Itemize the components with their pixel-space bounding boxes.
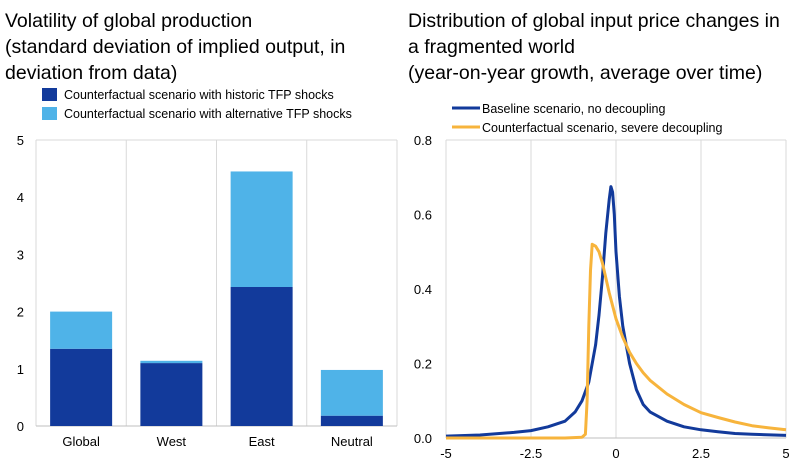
left-chart-title: Volatility of global production (standar… [5, 8, 345, 86]
legend-label: Counterfactual scenario, severe decoupli… [482, 121, 722, 135]
line-chart: 0.0 0.2 0.4 0.6 0.8 -5 -2.5 0 2.5 5 Baseline scena… [414, 102, 790, 461]
bar-x-tick-label: Global [62, 434, 100, 449]
baseline-series-line [445, 185, 787, 438]
legend-swatch [42, 107, 57, 120]
line-x-tick-label: 0 [612, 446, 619, 461]
bar-y-tick-label: 2 [17, 305, 24, 320]
bar-y-tick-label: 3 [17, 247, 24, 262]
legend-label: Counterfactual scenario with historic TF… [64, 88, 334, 102]
bar-historic-tfp [230, 287, 293, 426]
bar-y-tick-label: 5 [17, 133, 24, 148]
bar-y-tick-label: 1 [17, 362, 24, 377]
bar-historic-tfp [50, 348, 113, 426]
line-x-tick-label: 2.5 [692, 446, 710, 461]
bar-x-tick-label: West [157, 434, 187, 449]
legend-label: Baseline scenario, no decoupling [482, 102, 666, 116]
right-title-line-3: (year-on-year growth, average over time) [408, 62, 763, 84]
line-y-tick-label: 0.0 [414, 431, 432, 446]
decoupling-series-line [446, 242, 787, 440]
right-chart-panel: Distribution of global input price chang… [400, 0, 800, 466]
bar-y-tick-label: 0 [17, 419, 24, 434]
legend-label: Counterfactual scenario with alternative… [64, 107, 352, 121]
bar-historic-tfp [140, 363, 203, 426]
bar-x-tick-label: Neutral [331, 434, 373, 449]
right-chart-title: Distribution of global input price chang… [408, 8, 780, 86]
line-x-tick-label: 5 [782, 446, 789, 461]
line-x-tick-label: -5 [440, 446, 452, 461]
left-title-line-3: deviation from data) [5, 62, 178, 84]
left-title-line-2: (standard deviation of implied output, i… [5, 36, 346, 58]
line-y-tick-label: 0.2 [414, 357, 432, 372]
bar-y-tick-label: 4 [17, 190, 24, 205]
line-y-tick-label: 0.8 [414, 133, 432, 148]
bar-alternative-tfp [50, 311, 113, 349]
left-chart-panel: Volatility of global production (standar… [5, 8, 398, 449]
bar-alternative-tfp [140, 360, 203, 364]
legend-swatch [42, 88, 57, 101]
bar-x-tick-label: East [249, 434, 275, 449]
line-y-tick-label: 0.4 [414, 282, 432, 297]
right-title-line-1: Distribution of global input price chang… [408, 10, 780, 32]
left-title-line-1: Volatility of global production [5, 10, 253, 32]
bar-chart: 0 1 2 3 4 5 Global West East Neutral Counterfactua… [17, 88, 398, 449]
bar-alternative-tfp [230, 171, 293, 288]
right-title-line-2: a fragmented world [408, 36, 575, 58]
line-x-tick-label: -2.5 [520, 446, 542, 461]
bar-alternative-tfp [320, 369, 383, 416]
line-y-tick-label: 0.6 [414, 208, 432, 223]
bar-historic-tfp [320, 415, 383, 426]
